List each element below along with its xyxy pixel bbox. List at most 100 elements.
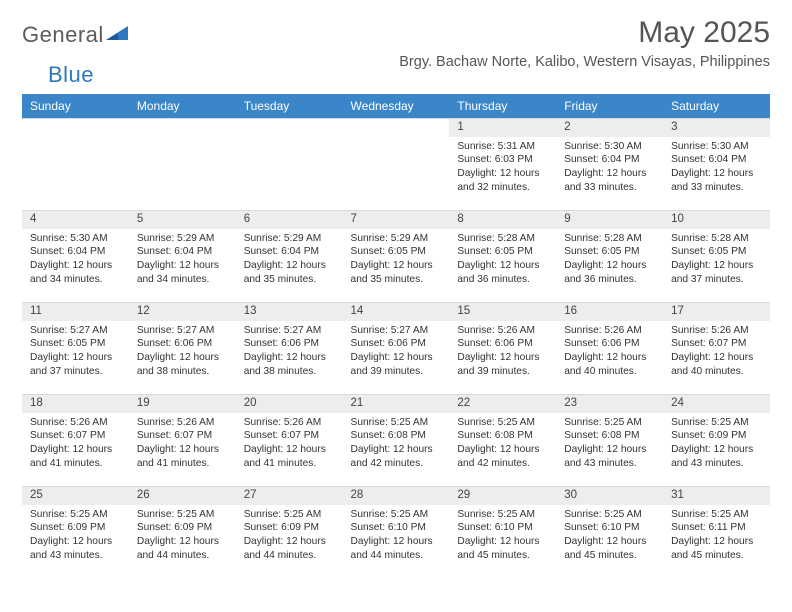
calendar-page: General May 2025 Brgy. Bachaw Norte, Kal… xyxy=(0,0,792,587)
calendar-body: 123Sunrise: 5:31 AMSunset: 6:03 PMDaylig… xyxy=(22,119,770,579)
day-content-cell: Sunrise: 5:25 AMSunset: 6:10 PMDaylight:… xyxy=(449,505,556,579)
day-number: 26 xyxy=(129,487,236,503)
daylight-line: Daylight: 12 hours and 44 minutes. xyxy=(137,536,219,561)
day-number: 3 xyxy=(663,119,770,135)
day-number-row: 123 xyxy=(22,119,770,137)
day-content-row: Sunrise: 5:25 AM Sunset: 6:09 PM Daylight:… xyxy=(22,505,770,579)
sunset-line: Sunset: 6:08 PM xyxy=(457,430,532,441)
daylight-line: Daylight: 12 hours and 45 minutes. xyxy=(457,536,539,561)
sunrise-line: Sunrise: 5:26 AM xyxy=(457,325,535,336)
sunset-line: Sunset: 6:07 PM xyxy=(137,430,212,441)
calendar-table: SundayMondayTuesdayWednesdayThursdayFrid… xyxy=(22,94,770,579)
sunrise-line: Sunrise: 5:29 AM xyxy=(351,233,429,244)
sunset-line: Sunset: 6:06 PM xyxy=(244,338,319,349)
day-number: 5 xyxy=(129,211,236,227)
sunset-line: Sunset: 6:10 PM xyxy=(564,522,639,533)
day-number-cell: 9 xyxy=(556,211,663,229)
day-number: 4 xyxy=(22,211,129,227)
daylight-line: Daylight: 12 hours and 42 minutes. xyxy=(457,444,539,469)
sunrise-line: Sunrise: 5:29 AM xyxy=(244,233,322,244)
day-content-cell: Sunrise: 5:26 AMSunset: 6:06 PMDaylight:… xyxy=(556,321,663,395)
daylight-line: Daylight: 12 hours and 41 minutes. xyxy=(244,444,326,469)
day-number-cell xyxy=(129,119,236,137)
logo-triangle-icon xyxy=(106,24,130,47)
daylight-line: Daylight: 12 hours and 38 minutes. xyxy=(244,352,326,377)
day-number-cell: 24 xyxy=(663,395,770,413)
day-number-cell xyxy=(343,119,450,137)
day-content-cell: Sunrise: 5:25 AMSunset: 6:09 PMDaylight:… xyxy=(236,505,343,579)
sunrise-line: Sunrise: 5:26 AM xyxy=(137,417,215,428)
sunset-line: Sunset: 6:09 PM xyxy=(30,522,105,533)
day-content-row: Sunrise: 5:31 AMSunset: 6:03 PMDaylight:… xyxy=(22,137,770,211)
logo: General xyxy=(22,16,132,48)
daylight-line: Daylight: 12 hours and 33 minutes. xyxy=(671,168,753,193)
day-number-cell: 27 xyxy=(236,487,343,505)
day-content-cell: Sunrise: 5:30 AMSunset: 6:04 PMDaylight:… xyxy=(556,137,663,211)
daylight-line: Daylight: 12 hours and 44 minutes. xyxy=(244,536,326,561)
sunset-line: Sunset: 6:03 PM xyxy=(457,154,532,165)
day-number: 25 xyxy=(22,487,129,503)
sunset-line: Sunset: 6:05 PM xyxy=(351,246,426,257)
sunrise-line: Sunrise: 5:26 AM xyxy=(564,325,642,336)
logo-word1: General xyxy=(22,22,104,48)
daylight-line: Daylight: 12 hours and 45 minutes. xyxy=(564,536,646,561)
day-number-cell: 6 xyxy=(236,211,343,229)
sunset-line: Sunset: 6:11 PM xyxy=(671,522,746,533)
day-number: 16 xyxy=(556,303,663,319)
daylight-line: Daylight: 12 hours and 32 minutes. xyxy=(457,168,539,193)
day-number-cell: 14 xyxy=(343,303,450,321)
day-number-cell: 15 xyxy=(449,303,556,321)
day-number-cell: 25 xyxy=(22,487,129,505)
day-number-cell: 21 xyxy=(343,395,450,413)
day-number: 9 xyxy=(556,211,663,227)
daylight-line: Daylight: 12 hours and 43 minutes. xyxy=(564,444,646,469)
day-number-row: 45678910 xyxy=(22,211,770,229)
day-number-cell: 29 xyxy=(449,487,556,505)
day-number-row: 11121314151617 xyxy=(22,303,770,321)
sunset-line: Sunset: 6:04 PM xyxy=(30,246,105,257)
day-content-cell: Sunrise: 5:25 AMSunset: 6:09 PMDaylight:… xyxy=(22,505,129,579)
logo-word2: Blue xyxy=(22,62,94,88)
sunrise-line: Sunrise: 5:27 AM xyxy=(244,325,322,336)
sunrise-line: Sunrise: 5:30 AM xyxy=(30,233,108,244)
day-number-cell: 17 xyxy=(663,303,770,321)
sunrise-line: Sunrise: 5:28 AM xyxy=(457,233,535,244)
sunset-line: Sunset: 6:04 PM xyxy=(564,154,639,165)
day-number-cell: 4 xyxy=(22,211,129,229)
weekday-header: Thursday xyxy=(449,94,556,119)
day-number-cell xyxy=(22,119,129,137)
location-text: Brgy. Bachaw Norte, Kalibo, Western Visa… xyxy=(399,54,770,70)
day-content-row: Sunrise: 5:27 AMSunset: 6:05 PMDaylight:… xyxy=(22,321,770,395)
sunset-line: Sunset: 6:04 PM xyxy=(671,154,746,165)
sunrise-line: Sunrise: 5:25 AM xyxy=(457,509,535,520)
sunrise-line: Sunrise: 5:25 AM xyxy=(671,509,749,520)
daylight-line: Daylight: 12 hours and 41 minutes. xyxy=(137,444,219,469)
day-number: 28 xyxy=(343,487,450,503)
day-number-cell: 7 xyxy=(343,211,450,229)
day-number: 10 xyxy=(663,211,770,227)
daylight-line: Daylight: 12 hours and 35 minutes. xyxy=(244,260,326,285)
day-number-cell: 20 xyxy=(236,395,343,413)
daylight-line: Daylight: 12 hours and 35 minutes. xyxy=(351,260,433,285)
sunrise-line: Sunrise: 5:26 AM xyxy=(671,325,749,336)
weekday-header: Friday xyxy=(556,94,663,119)
day-number: 17 xyxy=(663,303,770,319)
sunset-line: Sunset: 6:04 PM xyxy=(137,246,212,257)
day-number-cell: 11 xyxy=(22,303,129,321)
sunset-line: Sunset: 6:06 PM xyxy=(564,338,639,349)
sunset-line: Sunset: 6:06 PM xyxy=(137,338,212,349)
day-content-row: Sunrise: 5:30 AM Sunset: 6:04 PM Daylight:… xyxy=(22,229,770,303)
sunrise-line: Sunrise: 5:30 AM xyxy=(671,141,749,152)
daylight-line: Daylight: 12 hours and 39 minutes. xyxy=(457,352,539,377)
day-number: 15 xyxy=(449,303,556,319)
sunrise-line: Sunrise: 5:25 AM xyxy=(564,417,642,428)
day-number: 30 xyxy=(556,487,663,503)
day-content-cell: Sunrise: 5:27 AM Sunset: 6:06 PM Daylight:… xyxy=(236,321,343,395)
day-content-cell: Sunrise: 5:26 AM Sunset: 6:07 PM Daylight:… xyxy=(129,413,236,487)
day-number-cell: 16 xyxy=(556,303,663,321)
calendar-header-row: SundayMondayTuesdayWednesdayThursdayFrid… xyxy=(22,94,770,119)
sunrise-line: Sunrise: 5:25 AM xyxy=(351,417,429,428)
day-number-row: 18192021222324 xyxy=(22,395,770,413)
day-number: 1 xyxy=(449,119,556,135)
day-content-cell: Sunrise: 5:26 AMSunset: 6:06 PMDaylight:… xyxy=(449,321,556,395)
